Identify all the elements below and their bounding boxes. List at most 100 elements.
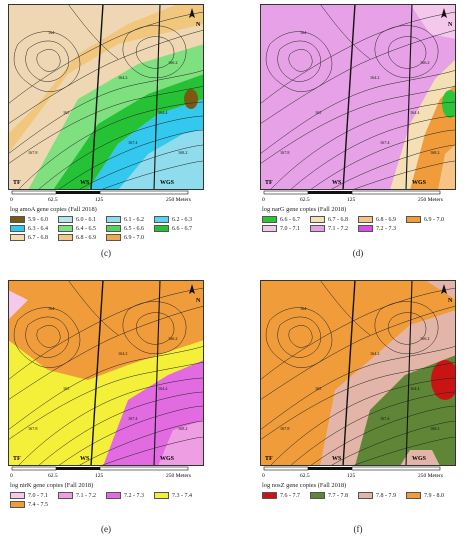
- contour-line: [269, 101, 456, 190]
- legend-title: log amoA gene copies (Fall 2018): [10, 206, 97, 213]
- contour-line: [8, 345, 204, 431]
- legend-item: 7.0 - 7.1: [262, 225, 300, 232]
- legend-label: 7.3 - 7.4: [172, 492, 192, 499]
- legend-label: 7.2 - 7.3: [376, 225, 396, 232]
- legend-title: log narG gene copies (Fall 2018): [262, 206, 347, 213]
- contour-line: [387, 312, 427, 345]
- legend-swatch: [262, 492, 277, 499]
- panel-caption: (c): [101, 248, 111, 258]
- legend-label: 6.9 - 7.0: [424, 216, 444, 223]
- legend-swatch: [358, 216, 373, 223]
- zone-band2: [355, 355, 456, 466]
- legend-swatch: [106, 225, 121, 232]
- fault-line: [342, 4, 356, 190]
- contour-line: [36, 49, 61, 72]
- legend-item: 7.0 - 7.1: [10, 492, 48, 499]
- zone-band2: [53, 74, 204, 190]
- contour-label: 164.4: [158, 110, 168, 115]
- contour-label: 164.2: [118, 351, 127, 356]
- contour-line: [329, 144, 456, 190]
- contour-line: [57, 129, 204, 190]
- legend-label: 7.9 - 8.0: [424, 492, 444, 499]
- legend-swatch: [10, 234, 25, 241]
- contour-line: [309, 405, 456, 466]
- well-ws: WS: [332, 180, 342, 186]
- contour-label: 166.2: [420, 60, 429, 65]
- zone-dark: [184, 89, 198, 109]
- map-frame: [260, 280, 456, 466]
- scale-tick-250: 250 Meters: [418, 473, 443, 479]
- survey-line: [153, 280, 161, 466]
- legend-swatch: [154, 492, 169, 499]
- well-ws: WS: [80, 180, 90, 186]
- well-wgs: WGS: [160, 456, 175, 462]
- legend-item: 6.3 - 6.4: [10, 225, 48, 232]
- legend-item: 7.6 - 7.7: [262, 492, 300, 499]
- legend-item: 6.4 - 6.5: [58, 225, 96, 232]
- scale-bar: 0 62.5 125 250 Meters: [260, 466, 456, 480]
- legend-swatch: [106, 234, 121, 241]
- contour-lines: 164 164.2 164.4 165 166.2 167.4 167.8 168.2: [8, 4, 204, 190]
- legend-item: 6.6 - 6.7: [262, 216, 300, 223]
- legend-label: 6.1 - 6.2: [124, 216, 144, 223]
- contour-line: [260, 345, 456, 431]
- legend-item: 6.7 - 6.8: [310, 216, 348, 223]
- legend-swatch: [262, 216, 277, 223]
- contour-label: 166.2: [420, 336, 429, 341]
- contour-line: [135, 36, 175, 69]
- legend-label: 7.6 - 7.7: [280, 492, 300, 499]
- legend-title: log nosZ gene copies (Fall 2018): [262, 482, 347, 489]
- map-frame: [260, 4, 456, 190]
- legend-item: 6.2 - 6.3: [154, 216, 192, 223]
- legend-item: 6.9 - 7.0: [406, 216, 444, 223]
- contour-line: [309, 129, 456, 190]
- well-wgs: WGS: [412, 456, 427, 462]
- contour-line: [265, 307, 333, 368]
- well-tf: TF: [265, 180, 273, 186]
- legend-swatch: [310, 225, 325, 232]
- scale-bar: 0 62.5 125 250 Meters: [8, 190, 204, 204]
- scale-tick-250: 250 Meters: [166, 473, 191, 479]
- legend-label: 6.0 - 6.1: [76, 216, 96, 223]
- contour-line: [288, 325, 313, 348]
- legend-item: 7.1 - 7.2: [310, 225, 348, 232]
- legend-swatch: [310, 492, 325, 499]
- legend-title: log nirK gene copies (Fall 2018): [10, 482, 94, 489]
- contour-line: [67, 280, 119, 336]
- legend-swatch: [58, 234, 73, 241]
- legend-item: 6.6 - 6.7: [154, 225, 192, 232]
- contour-line: [277, 40, 322, 82]
- legend-swatch: [310, 216, 325, 223]
- well-tf: TF: [13, 180, 21, 186]
- legend-item: 7.8 - 7.9: [358, 492, 396, 499]
- contour-line: [57, 405, 204, 466]
- contour-line: [8, 85, 204, 165]
- well-ws: WS: [332, 456, 342, 462]
- zone-light: [400, 450, 440, 466]
- svg-text:N: N: [196, 22, 201, 28]
- contour-label: 164.4: [158, 386, 168, 391]
- contour-line: [329, 420, 456, 466]
- scale-tick-62: 62.5: [48, 473, 58, 479]
- contour-label: 165: [315, 110, 321, 115]
- legend-item: 6.5 - 6.6: [106, 225, 144, 232]
- legend-swatch: [58, 225, 73, 232]
- contour-line: [265, 31, 333, 92]
- map-panel-e: 164 164.2 164.4 165 166.2 167.4 167.8 168.2 TF …: [8, 280, 204, 546]
- legend-swatch: [58, 216, 73, 223]
- north-arrow-icon: N: [189, 8, 201, 28]
- well-wgs: WGS: [412, 180, 427, 186]
- survey-line: [405, 4, 413, 190]
- legend-item: 7.7 - 7.8: [310, 492, 348, 499]
- north-arrow-icon: N: [441, 284, 453, 304]
- contour-line: [260, 29, 456, 125]
- legend-label: 6.6 - 6.7: [172, 225, 192, 232]
- legend-label: 6.6 - 6.7: [280, 216, 300, 223]
- legend-swatch: [406, 216, 421, 223]
- legend-label: 6.9 - 7.0: [124, 234, 144, 241]
- legend-item: 6.1 - 6.2: [106, 216, 144, 223]
- scale-tick-250: 250 Meters: [418, 197, 443, 203]
- contour-line: [260, 11, 456, 105]
